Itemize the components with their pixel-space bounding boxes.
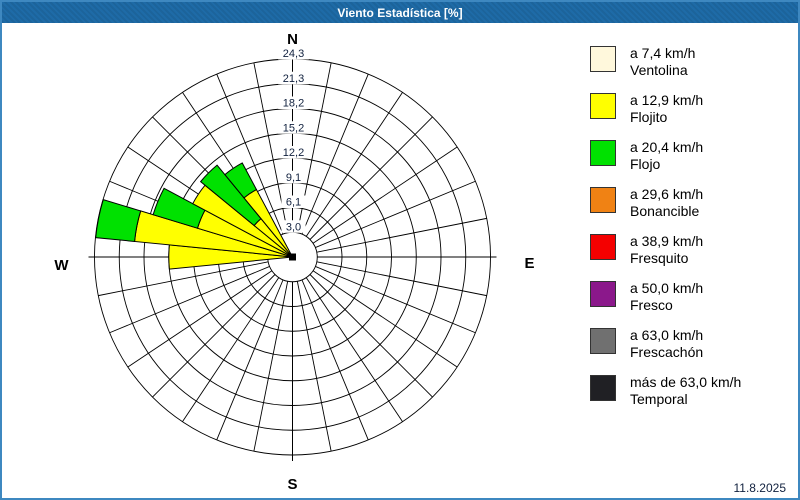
legend-class-name: Temporal [630,391,688,407]
title-bar: Viento Estadística [%] [2,2,798,23]
chart-area: 3,0 6,1 9,1 12,2 15,2 18,2 21,3 24,3 N E S W a 7,4 … [2,23,798,498]
ring-label: 21,3 [283,73,304,85]
grid-spoke [312,270,458,368]
legend-swatch [590,46,616,72]
ring-label: 9,1 [286,172,301,184]
legend-speed: a 38,9 km/h [630,233,704,249]
wind-rose-chart: 3,0 6,1 9,1 12,2 15,2 18,2 21,3 24,3N E S W [54,31,534,493]
compass-label-e: E [524,255,534,272]
grid-spoke [315,180,476,248]
grid-spoke [301,279,369,441]
grid-spoke [309,116,433,240]
ring-label-backing [278,71,309,85]
ring-label-backing [278,96,309,109]
legend: a 7,4 km/h Ventolina a 12,9 km/h Flojito a 2… [590,45,741,421]
grid-spoke [316,261,487,297]
legend-speed: a 29,6 km/h [630,186,704,202]
grid-spoke [305,92,403,237]
legend-swatch [590,328,616,354]
ring-label-backing [281,195,306,208]
legend-label: a 38,9 km/h Fresquito [630,233,703,267]
legend-item: más de 63,0 km/h Temporal [590,374,741,421]
legend-swatch [590,375,616,401]
legend-swatch [590,140,616,166]
grid-spoke [253,281,289,452]
date-label: 11.8.2025 [733,481,787,495]
ring-label: 15,2 [283,122,304,134]
grid-spoke [296,281,332,452]
legend-speed: a 12,9 km/h [630,92,704,108]
legend-item: a 12,9 km/h Flojito [590,92,741,139]
legend-item: a 38,9 km/h Fresquito [590,233,741,280]
grid-spoke [127,270,273,368]
compass-label-s: S [287,476,297,493]
rose-petal-segment [95,198,142,242]
grid-spoke [301,73,369,235]
rose-petal-segment [224,162,258,199]
legend-class-name: Flojo [630,156,661,172]
legend-item: a 50,0 km/h Fresco [590,280,741,327]
ring-label-backing [278,47,309,60]
ring-label-backing [281,220,306,233]
grid-spoke [98,261,269,297]
ring-label-backing [278,121,309,134]
legend-label: a 12,9 km/h Flojito [630,92,703,126]
ring-label-backing [278,146,309,159]
legend-class-name: Flojito [630,109,668,125]
legend-label: a 63,0 km/h Frescachón [630,327,703,361]
legend-label: a 7,4 km/h Ventolina [630,45,695,79]
legend-item: a 20,4 km/h Flojo [590,139,741,186]
legend-speed: a 7,4 km/h [630,45,696,61]
grid-spoke [109,266,270,334]
grid-spoke [216,279,284,441]
legend-speed: a 50,0 km/h [630,280,704,296]
ring-label: 6,1 [286,197,301,209]
grid-spoke [305,277,403,422]
legend-swatch [590,187,616,213]
legend-class-name: Bonancible [630,203,700,219]
ring-label: 24,3 [283,48,304,60]
legend-swatch [590,281,616,307]
ring-label: 3,0 [286,221,301,233]
legend-label: a 29,6 km/h Bonancible [630,186,703,220]
legend-class-name: Ventolina [630,62,688,78]
grid-spoke [315,266,476,334]
legend-swatch [590,234,616,260]
legend-item: a 63,0 km/h Frescachón [590,327,741,374]
legend-speed: a 20,4 km/h [630,139,704,155]
legend-class-name: Frescachón [630,344,704,360]
grid-spoke [312,146,458,244]
legend-speed: más de 63,0 km/h [630,374,742,390]
ring-label: 18,2 [283,98,304,110]
legend-item: a 29,6 km/h Bonancible [590,186,741,233]
legend-label: a 50,0 km/h Fresco [630,280,703,314]
legend-label: más de 63,0 km/h Temporal [630,374,741,408]
legend-label: a 20,4 km/h Flojo [630,139,703,173]
rose-center-marker [289,253,296,261]
legend-class-name: Fresco [630,297,673,313]
legend-item: a 7,4 km/h Ventolina [590,45,741,92]
grid-spoke [182,277,280,422]
grid-spoke [152,274,276,398]
legend-speed: a 63,0 km/h [630,327,704,343]
rose-petal-segment [152,187,206,229]
ring-label: 12,2 [283,147,304,159]
legend-class-name: Fresquito [630,250,689,266]
grid-spoke [316,217,487,253]
legend-swatch [590,93,616,119]
rose-petal-segment [199,164,262,227]
window-title: Viento Estadística [%] [337,5,463,20]
grid-spoke [309,274,433,398]
ring-label-backing [281,170,306,184]
compass-label-n: N [287,31,298,48]
grid-spoke [216,73,284,235]
compass-label-w: W [54,257,69,274]
